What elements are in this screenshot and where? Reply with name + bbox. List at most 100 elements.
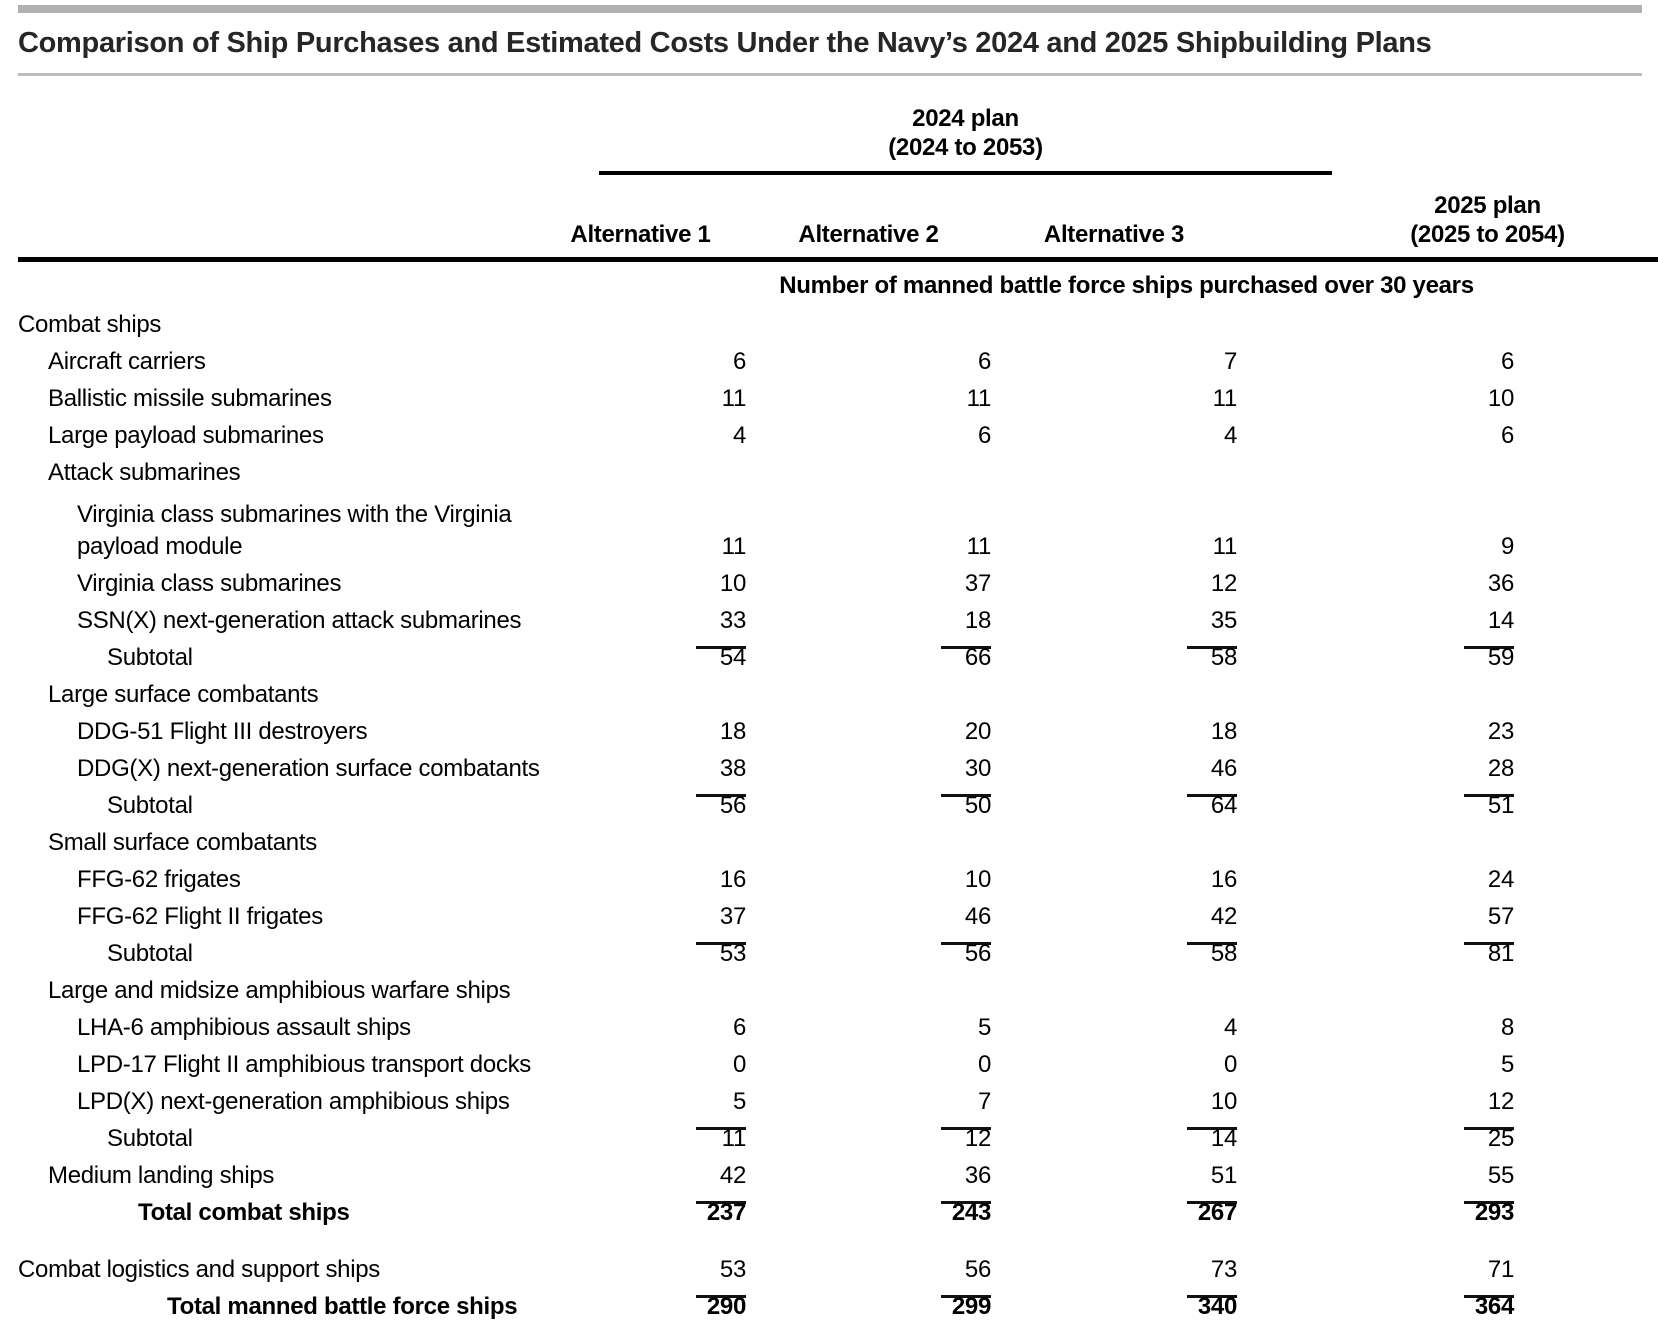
row-value: 6 xyxy=(732,348,746,375)
table-row: FFG-62 Flight II frigates 37 46 42 57 xyxy=(18,896,1658,945)
table-row: Combat ships xyxy=(18,304,1658,341)
row-value: 50 xyxy=(964,792,991,819)
row-value: 66 xyxy=(964,644,991,671)
table-row: LPD(X) next-generation amphibious ships 5… xyxy=(18,1081,1658,1130)
column-header-alternative-3: Alternative 3 xyxy=(1043,221,1185,248)
table-row: Virginia class submarines 10 37 12 36 xyxy=(18,563,1658,600)
table-row: FFG-62 frigates 16 10 16 24 xyxy=(18,859,1658,896)
row-value: 51 xyxy=(1487,792,1514,819)
row-label: Aircraft carriers xyxy=(48,348,206,375)
units-note: Number of manned battle force ships purc… xyxy=(779,272,1474,299)
row-value: 0 xyxy=(732,1051,746,1078)
row-label: Virginia class submarines with the Virgi… xyxy=(77,501,512,560)
row-label: Total manned battle force ships xyxy=(167,1293,518,1320)
row-value: 11 xyxy=(721,533,747,560)
row-value: 6 xyxy=(732,1014,746,1041)
row-value: 56 xyxy=(964,940,991,967)
column-header-row: Alternative 1 Alternative 2 Alternative … xyxy=(18,175,1658,249)
row-value: 11 xyxy=(1212,533,1238,560)
row-value: 73 xyxy=(991,1254,1237,1298)
row-label: LPD(X) next-generation amphibious ships xyxy=(77,1088,510,1115)
row-label: Large and midsize amphibious warfare shi… xyxy=(48,977,511,1004)
row-value: 10 xyxy=(719,570,746,597)
row-value: 57 xyxy=(1237,901,1514,945)
row-label: Total combat ships xyxy=(138,1199,350,1226)
row-label: SSN(X) next-generation attack submarines xyxy=(77,607,522,634)
row-value: 340 xyxy=(1197,1293,1237,1320)
row-value: 4 xyxy=(1223,1014,1237,1041)
table-row: Large payload submarines 4 6 4 6 xyxy=(18,415,1658,452)
row-value: 12 xyxy=(1237,1086,1514,1130)
row-label: Combat logistics and support ships xyxy=(18,1256,380,1283)
row-value: 12 xyxy=(964,1125,991,1152)
column-group-2024-plan: 2024 plan (2024 to 2053) xyxy=(599,104,1332,175)
row-value: 4 xyxy=(1223,422,1237,449)
table-row: Subtotal 53 56 58 81 xyxy=(18,933,1658,970)
row-value: 81 xyxy=(1487,940,1514,967)
row-label: Subtotal xyxy=(107,1125,193,1152)
row-label: LHA-6 amphibious assault ships xyxy=(77,1014,411,1041)
row-value: 299 xyxy=(951,1293,991,1320)
row-value: 36 xyxy=(746,1160,991,1204)
row-value: 33 xyxy=(535,605,746,649)
column-header-2025-plan: 2025 plan (2025 to 2054) xyxy=(1410,192,1565,248)
units-row: Number of manned battle force ships purc… xyxy=(18,262,1658,304)
table-row: Subtotal 56 50 64 51 xyxy=(18,785,1658,822)
row-label: Combat ships xyxy=(18,311,162,338)
row-value: 46 xyxy=(991,753,1237,797)
row-value: 64 xyxy=(1210,792,1237,819)
row-label: FFG-62 frigates xyxy=(77,866,241,893)
row-value: 28 xyxy=(1237,753,1514,797)
column-header-alternative-1: Alternative 1 xyxy=(570,221,711,248)
row-value: 10 xyxy=(1487,385,1514,412)
table-row: Ballistic missile submarines 11 11 11 10 xyxy=(18,378,1658,415)
row-value: 237 xyxy=(706,1199,746,1226)
row-value: 6 xyxy=(1500,422,1514,449)
row-value: 46 xyxy=(746,901,991,945)
row-value: 11 xyxy=(1212,385,1238,412)
row-label: Virginia class submarines xyxy=(77,570,342,597)
row-value: 290 xyxy=(706,1293,746,1320)
row-value: 11 xyxy=(966,385,992,412)
row-label: Medium landing ships xyxy=(48,1162,275,1189)
row-value: 53 xyxy=(719,940,746,967)
title-rule xyxy=(18,73,1642,76)
row-label: Large payload submarines xyxy=(48,422,324,449)
table-row: Large and midsize amphibious warfare shi… xyxy=(18,970,1658,1007)
table-row: Virginia class submarines with the Virgi… xyxy=(18,489,1658,563)
row-value: 14 xyxy=(1237,605,1514,649)
row-value: 0 xyxy=(1223,1051,1237,1078)
row-label: LPD-17 Flight II amphibious transport do… xyxy=(77,1051,531,1078)
row-value: 16 xyxy=(1210,866,1237,893)
table-row: Medium landing ships 42 36 51 55 xyxy=(18,1155,1658,1204)
table-row: LHA-6 amphibious assault ships 6 5 4 8 xyxy=(18,1007,1658,1044)
row-value: 5 xyxy=(977,1014,991,1041)
row-value: 71 xyxy=(1237,1254,1514,1298)
row-value: 11 xyxy=(721,385,747,412)
row-value: 11 xyxy=(721,1125,747,1152)
row-value: 6 xyxy=(977,348,991,375)
row-value: 5 xyxy=(535,1086,746,1130)
table-exhibit: Comparison of Ship Purchases and Estimat… xyxy=(0,5,1658,1323)
row-value: 30 xyxy=(746,753,991,797)
table-row: Total manned battle force ships 290 299 340… xyxy=(18,1286,1658,1323)
row-value: 51 xyxy=(991,1160,1237,1204)
row-value: 36 xyxy=(1487,570,1514,597)
table-row: Large surface combatants xyxy=(18,674,1658,711)
row-value: 7 xyxy=(1223,348,1237,375)
row-value: 14 xyxy=(1210,1125,1237,1152)
row-value: 55 xyxy=(1237,1160,1514,1204)
row-value: 23 xyxy=(1487,718,1514,745)
row-label: Subtotal xyxy=(107,940,193,967)
row-label: Subtotal xyxy=(107,792,193,819)
row-label: DDG(X) next-generation surface combatant… xyxy=(77,755,540,782)
table-row: Combat logistics and support ships 53 56 73… xyxy=(18,1249,1658,1298)
row-label: Ballistic missile submarines xyxy=(48,385,332,412)
row-value: 38 xyxy=(535,753,746,797)
row-value: 24 xyxy=(1487,866,1514,893)
row-value: 58 xyxy=(1210,940,1237,967)
row-value: 25 xyxy=(1487,1125,1514,1152)
row-label: Large surface combatants xyxy=(48,681,319,708)
table-row: Total combat ships 237 243 267 293 xyxy=(18,1192,1658,1229)
column-group-header-row: 2024 plan (2024 to 2053) xyxy=(18,104,1658,175)
